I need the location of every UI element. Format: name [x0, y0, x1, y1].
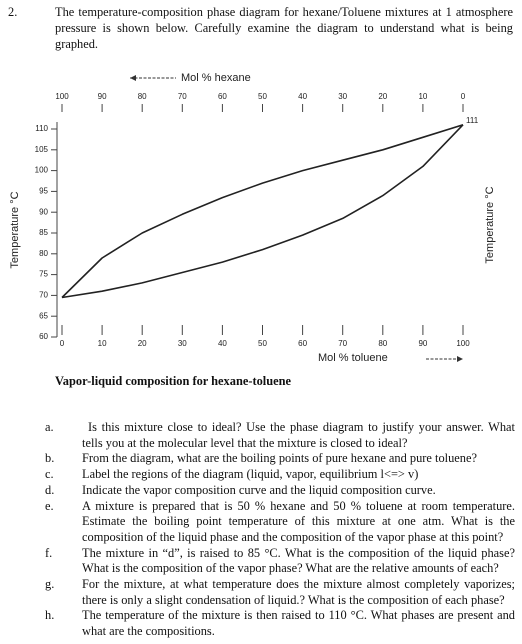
- x-tick-label: 90: [418, 339, 427, 348]
- x-axis-label: Mol % toluene: [318, 352, 388, 364]
- question-label: e.: [45, 498, 54, 513]
- x-tick-label: 30: [178, 339, 187, 348]
- y-tick-label: 70: [39, 291, 48, 300]
- question-text: there is only a slight condensation of l…: [82, 592, 505, 607]
- x2-tick-label: 20: [378, 92, 387, 101]
- y-tick-label: 80: [39, 249, 48, 258]
- x2-tick-label: 0: [461, 92, 466, 101]
- top-axis-label: Mol % hexane: [181, 72, 251, 84]
- question-label: d.: [45, 482, 55, 497]
- y-tick-label: 85: [39, 228, 48, 237]
- x-tick-label: 10: [98, 339, 107, 348]
- x-tick-label: 100: [456, 339, 470, 348]
- x-tick-label: 20: [138, 339, 147, 348]
- y-tick-label: 75: [39, 270, 48, 279]
- question-text: tells you at the molecular level that th…: [82, 435, 408, 450]
- x-tick-label: 40: [218, 339, 227, 348]
- question-text: what are the compositions.: [82, 624, 215, 639]
- x-tick-label: 50: [258, 339, 267, 348]
- curve: [61, 124, 464, 299]
- y-tick-label: 100: [35, 166, 49, 175]
- question-text: Is this mixture close to ideal? Use the …: [88, 420, 515, 434]
- arrowhead: [130, 75, 136, 81]
- x-tick-label: 80: [378, 339, 387, 348]
- x2-tick-label: 100: [55, 92, 69, 101]
- question-text: Indicate the vapor composition curve and…: [82, 482, 436, 497]
- question-text: Estimate the boiling point temperature o…: [82, 514, 515, 529]
- question-label: c.: [45, 467, 54, 482]
- question-text: The mixture in “d”, is raised to 85 °C. …: [82, 545, 515, 560]
- y-tick-label: 110: [35, 124, 48, 133]
- x2-tick-label: 30: [338, 92, 347, 101]
- x2-tick-label: 90: [98, 92, 107, 101]
- caption: Vapor-liquid composition for hexane-tolu…: [55, 374, 292, 388]
- x2-tick-label: 50: [258, 92, 267, 101]
- question-label: g.: [45, 577, 55, 591]
- y-tick-label: 60: [39, 332, 48, 341]
- annotation: 111: [466, 116, 479, 125]
- y-axis-label: Temperature °C: [9, 191, 21, 268]
- x2-tick-label: 40: [298, 92, 307, 101]
- curve: [61, 124, 464, 299]
- intro-line: pressure is shown below. Carefully exami…: [55, 21, 513, 35]
- question-text: composition of the liquid phase and the …: [82, 529, 504, 544]
- question-label: b.: [45, 451, 55, 466]
- question-label: f.: [45, 545, 53, 560]
- question-label: a.: [45, 420, 54, 434]
- question-text: From the diagram, what are the boiling p…: [82, 451, 477, 466]
- question-text: The temperature of the mixture is then r…: [82, 608, 515, 623]
- question-text: For the mixture, at what temperature doe…: [82, 577, 515, 591]
- y-tick-label: 95: [39, 187, 48, 196]
- arrowhead: [457, 356, 463, 362]
- x2-tick-label: 80: [138, 92, 147, 101]
- y-tick-label: 65: [39, 311, 48, 320]
- y2-axis-label: Temperature °C: [484, 186, 496, 263]
- question-label: h.: [45, 608, 55, 623]
- x2-tick-label: 70: [178, 92, 187, 101]
- x-tick-label: 0: [60, 339, 65, 348]
- question-text: What is the composition of the vapor pha…: [82, 561, 499, 576]
- question-number: 2.: [8, 5, 18, 19]
- y-tick-label: 90: [39, 207, 48, 216]
- intro-line: graphed.: [55, 37, 99, 51]
- x-tick-label: 70: [338, 339, 347, 348]
- question-text: A mixture is prepared that is 50 % hexan…: [82, 498, 515, 513]
- x-tick-label: 60: [298, 339, 307, 348]
- x2-tick-label: 10: [418, 92, 427, 101]
- y-tick-label: 105: [35, 145, 49, 154]
- x2-tick-label: 60: [218, 92, 227, 101]
- question-text: Label the regions of the diagram (liquid…: [82, 467, 419, 482]
- intro-line: The temperature-composition phase diagra…: [55, 5, 513, 19]
